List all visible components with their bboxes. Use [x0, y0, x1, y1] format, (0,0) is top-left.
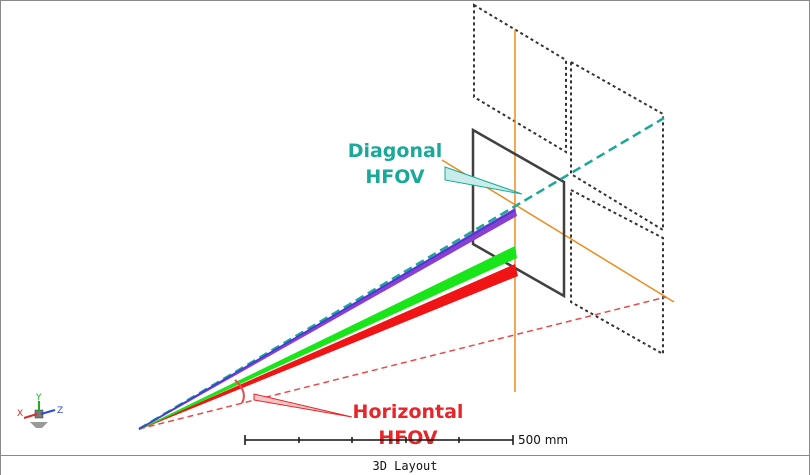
horizontal-fov-dashed-line [138, 296, 667, 430]
ray-bundle-red [139, 264, 518, 430]
3d-layout-viewport[interactable]: Diagonal HFOV Horizontal HFOV 500 mm [2, 2, 808, 454]
dotted-frame-upper-right [570, 60, 664, 232]
horizontal-fov-angle-arc [234, 379, 245, 404]
scale-bar [244, 435, 514, 445]
horizontal-callout: Horizontal HFOV [253, 393, 465, 451]
diagonal-fov-dashed-line [138, 116, 665, 431]
ray-chief-blue [138, 209, 516, 430]
dotted-image-frames [473, 3, 664, 356]
axis-z-line [40, 409, 56, 415]
optical-axes [441, 30, 675, 392]
horizontal-callout-pointer [253, 393, 353, 418]
horizontal-callout-line2: HFOV [378, 427, 438, 449]
axis-triad: X Y Z [17, 393, 63, 428]
diagonal-callout-line2: HFOV [365, 166, 425, 188]
ray-bundles [138, 208, 518, 430]
axis-z-label: Z [57, 406, 63, 416]
axis-y-label: Y [35, 393, 42, 403]
window-title: 3D Layout [372, 458, 438, 473]
dotted-frame-upper-left [473, 3, 567, 154]
dotted-frame-lower-right [570, 188, 664, 356]
axis-triad-base [30, 422, 48, 428]
diagonal-callout: Diagonal HFOV [346, 138, 523, 195]
horizontal-callout-line1: Horizontal [353, 401, 464, 423]
scale-bar-label: 500 mm [518, 433, 568, 447]
axis-x-line [23, 413, 38, 419]
diagonal-callout-pointer [444, 166, 523, 195]
diagonal-callout-line1: Diagonal [348, 140, 443, 162]
sensor-plane [471, 127, 566, 299]
axis-x-label: X [17, 409, 23, 419]
ray-bundle-green [139, 246, 517, 430]
window-title-bar: 3D Layout [1, 455, 809, 475]
